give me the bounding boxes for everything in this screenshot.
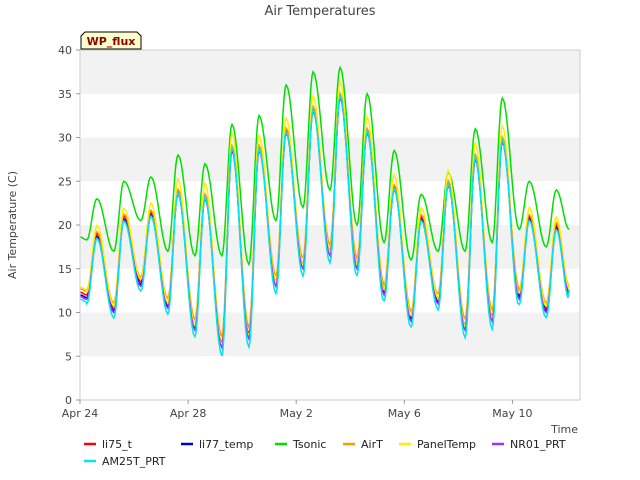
x-tick-label: May 10 — [492, 407, 532, 420]
legend-label: Tsonic — [292, 438, 326, 451]
x-tick-label: Apr 24 — [62, 407, 99, 420]
y-axis-label: Air Temperature (C) — [6, 171, 19, 279]
legend-label: AM25T_PRT — [102, 455, 166, 468]
x-tick-label: May 6 — [388, 407, 421, 420]
grid-band — [80, 50, 580, 94]
badge-shape — [80, 31, 142, 50]
y-tick-label: 30 — [58, 132, 72, 145]
legend-label: AirT — [361, 438, 383, 451]
legend-label: PanelTemp — [417, 438, 476, 451]
y-tick-label: 40 — [58, 44, 72, 57]
site-badge: WP_flux — [80, 31, 142, 50]
legend-label: li75_t — [102, 438, 133, 451]
series-lines — [80, 65, 570, 357]
series-line-tsonic — [80, 65, 570, 267]
y-tick-label: 15 — [58, 263, 72, 276]
x-tick-label: May 2 — [280, 407, 313, 420]
x-axis-ticks: Apr 24 Apr 28 May 2 May 6 May 10 — [62, 400, 533, 420]
y-axis-ticks: 0 5 10 15 20 25 30 35 40 — [58, 44, 80, 407]
y-tick-label: 0 — [65, 394, 72, 407]
x-axis-label: Time — [550, 423, 578, 436]
y-tick-label: 20 — [58, 219, 72, 232]
x-tick-label: Apr 28 — [170, 407, 207, 420]
y-tick-label: 25 — [58, 175, 72, 188]
legend-label: NR01_PRT — [510, 438, 566, 451]
grid-band — [80, 312, 580, 357]
legend: li75_t li77_temp Tsonic AirT PanelTemp NR01_P… — [84, 438, 566, 468]
chart-title: Air Temperatures — [264, 4, 375, 19]
grid-bands — [80, 50, 580, 357]
legend-label: li77_temp — [199, 438, 253, 451]
series-line-am25t-prt — [80, 92, 570, 357]
badge-label: WP_flux — [87, 35, 136, 48]
y-tick-label: 10 — [58, 307, 72, 320]
y-tick-label: 5 — [65, 350, 72, 363]
y-tick-label: 35 — [58, 88, 72, 101]
